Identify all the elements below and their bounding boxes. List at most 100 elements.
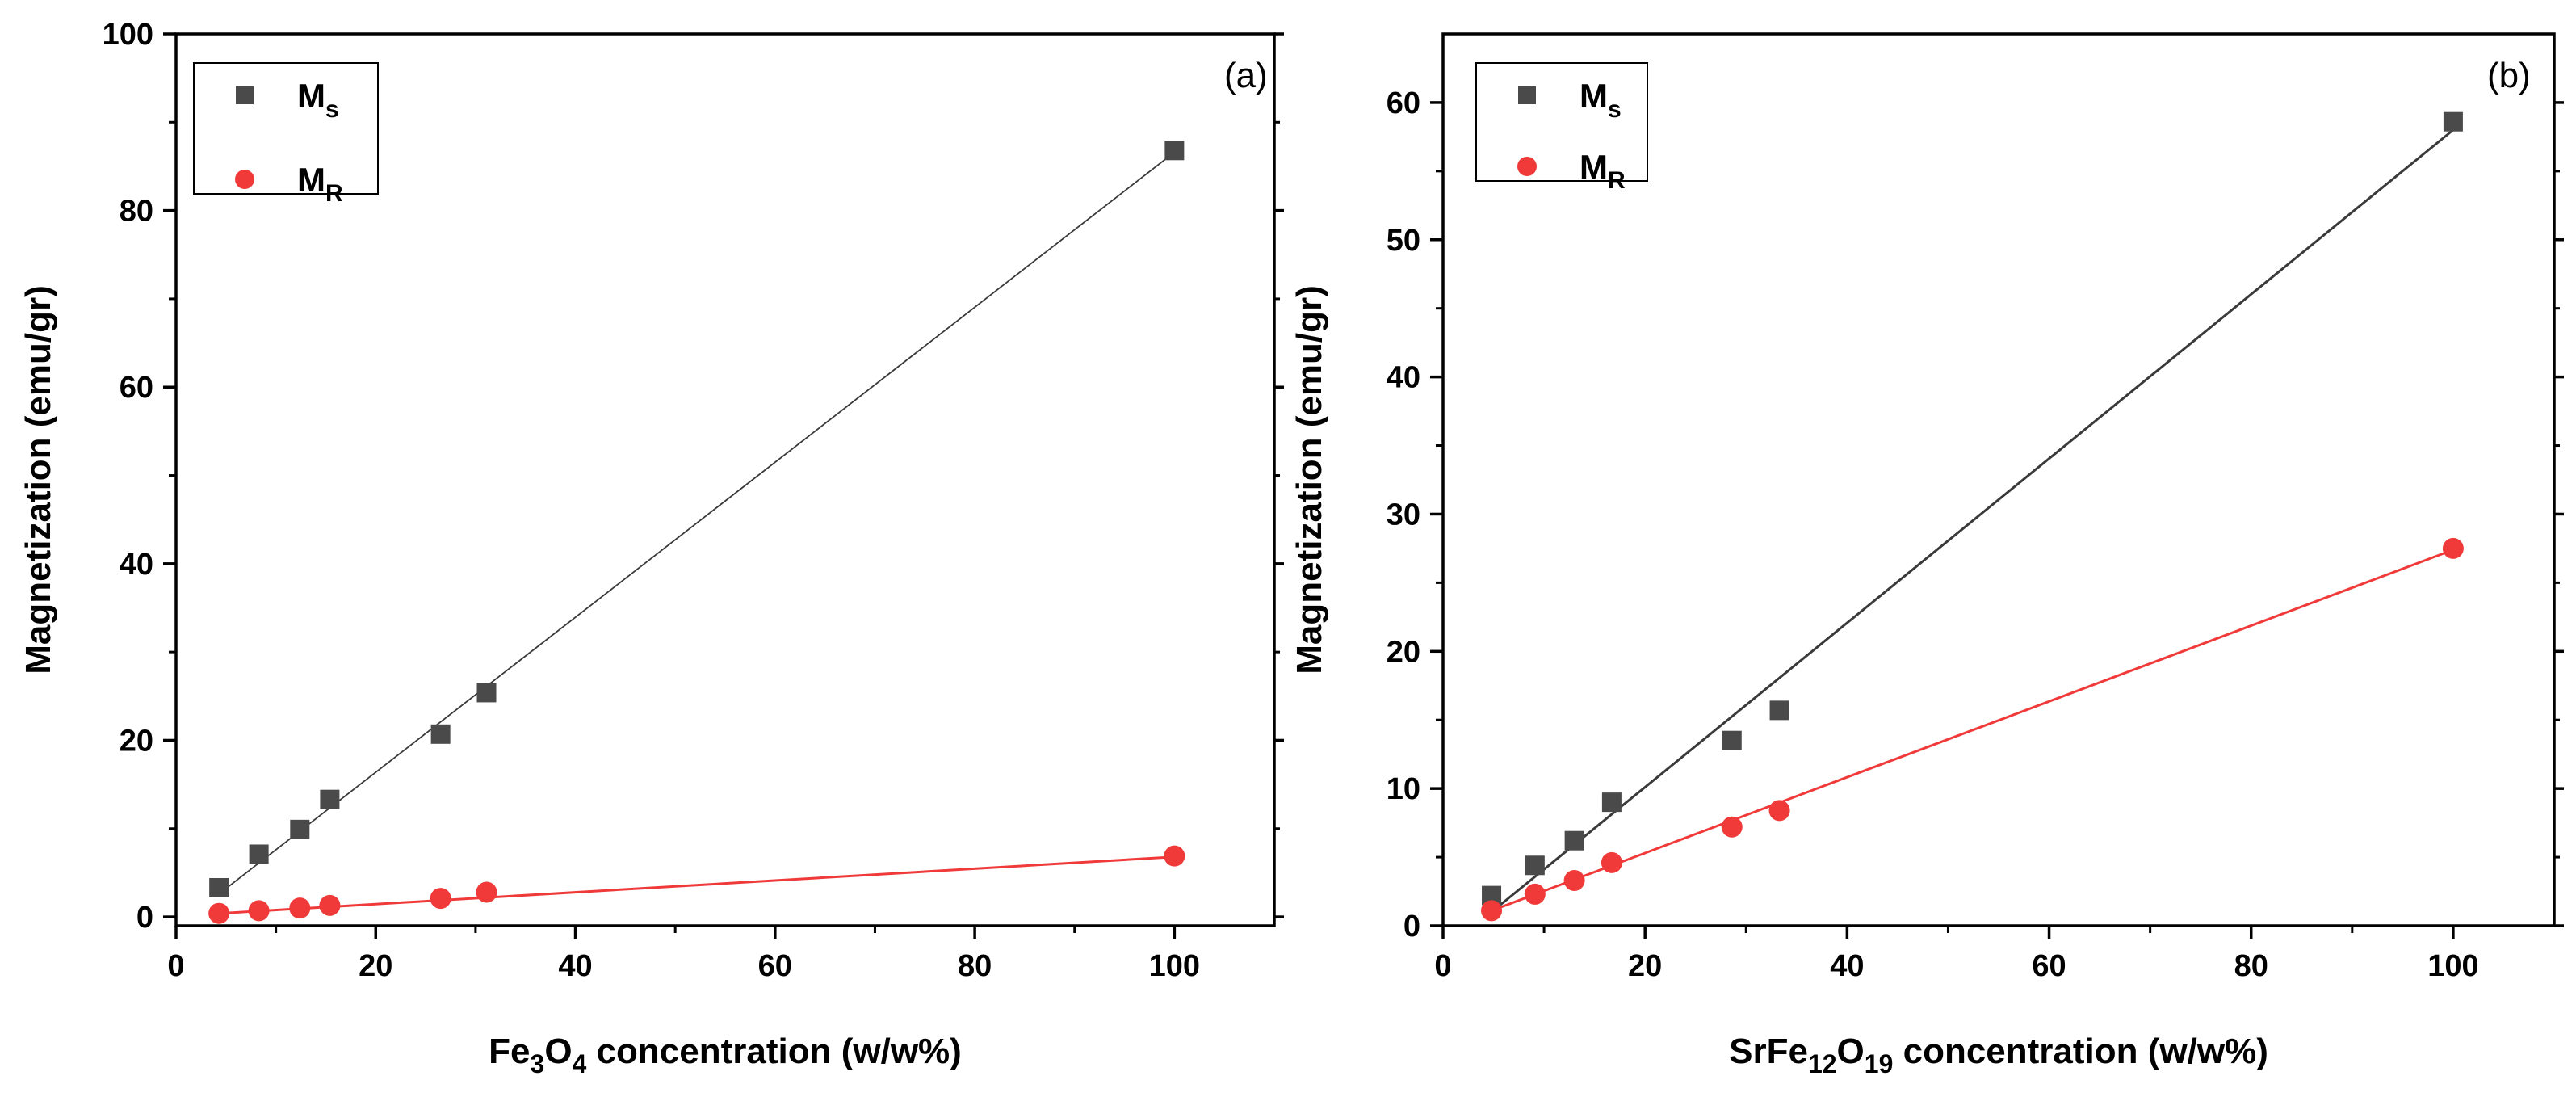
legend-label-mr: MR: [1580, 148, 1626, 194]
legend-label-sub: s: [1608, 96, 1622, 123]
data-point-mr: [1721, 816, 1743, 838]
x-axis-label-prefix: SrFe: [1729, 1032, 1808, 1071]
legend-label-main: M: [1580, 77, 1608, 115]
legend-box: [1475, 62, 1648, 182]
data-point-ms: [290, 819, 310, 839]
data-point-ms: [1525, 855, 1545, 876]
fit-line-mr: [219, 855, 1175, 915]
data-point-mr: [289, 897, 311, 919]
data-point-ms: [1564, 830, 1584, 851]
data-point-mr: [476, 881, 497, 903]
x-tick-label: 20: [359, 949, 392, 983]
plot-frame: [1441, 32, 2556, 927]
x-axis-label-sub2: 19: [1865, 1049, 1894, 1078]
data-point-mr: [248, 900, 270, 922]
legend-marker-ms: [1518, 86, 1536, 104]
series-mr: [208, 845, 1185, 924]
x-tick-label: 100: [1149, 949, 1200, 983]
y-tick-label: 10: [1387, 772, 1420, 806]
legend-label-mr: MR: [297, 161, 343, 207]
data-point-ms: [1164, 141, 1185, 161]
x-axis-label-suffix: concentration (w/w%): [586, 1032, 961, 1071]
x-tick-label: 100: [2427, 949, 2478, 983]
x-tick-label: 20: [1628, 949, 1662, 983]
data-point-ms: [209, 877, 229, 897]
data-point-mr: [1768, 800, 1790, 822]
y-tick-label: 50: [1387, 224, 1420, 258]
x-tick-label: 60: [758, 949, 792, 983]
x-axis-label: Fe3O4 concentration (w/w%): [489, 1032, 962, 1078]
y-tick-label: 100: [103, 18, 153, 52]
y-tick-label: 60: [120, 371, 153, 405]
data-point-mr: [1563, 869, 1585, 891]
legend-label-main: M: [1580, 148, 1608, 186]
data-point-ms: [2443, 111, 2463, 132]
x-tick-label: 40: [1830, 949, 1864, 983]
data-point-mr: [1524, 883, 1546, 905]
series-ms: [209, 141, 1185, 897]
x-axis-label-mid: O: [544, 1032, 572, 1071]
x-tick-label: 80: [958, 949, 992, 983]
y-axis-label: Magnetization (emu/gr): [1290, 285, 1329, 675]
data-point-mr: [1481, 900, 1503, 922]
x-axis-label-sub1: 12: [1808, 1049, 1837, 1078]
x-tick-label: 60: [2032, 949, 2066, 983]
panel-label: (a): [1224, 56, 1268, 95]
legend-label-sub: R: [325, 180, 343, 207]
legend-label-ms: Ms: [1580, 77, 1622, 123]
fit-line-mr: [1491, 548, 2454, 912]
legend-box: [193, 62, 379, 195]
y-tick-label: 20: [120, 724, 153, 758]
legend-marker-mr: [235, 170, 254, 189]
legend-label-sub: s: [325, 96, 339, 123]
y-tick-label: 80: [120, 195, 153, 229]
fit-line-ms: [1491, 128, 2454, 914]
fit-line-ms: [218, 151, 1175, 895]
legend-marker-mr: [1517, 157, 1537, 176]
data-point-mr: [208, 902, 230, 924]
x-tick-label: 80: [2234, 949, 2268, 983]
data-point-ms: [1601, 792, 1622, 813]
x-axis-label: SrFe12O19 concentration (w/w%): [1729, 1032, 2268, 1078]
x-tick-label: 40: [558, 949, 592, 983]
data-point-mr: [2442, 537, 2464, 559]
data-point-ms: [1769, 700, 1789, 721]
x-tick-label: 0: [1434, 949, 1451, 983]
data-point-ms: [249, 844, 269, 864]
y-tick-label: 20: [1387, 635, 1420, 669]
x-axis-label-mid: O: [1837, 1032, 1865, 1071]
legend-label-main: M: [297, 161, 325, 199]
legend-marker-ms: [236, 86, 254, 104]
plot-area: [1481, 111, 2464, 922]
data-point-mr: [1601, 851, 1622, 873]
series-mr: [1481, 537, 2464, 922]
y-tick-label: 40: [120, 548, 153, 582]
data-point-mr: [1164, 845, 1185, 867]
plot-area: [208, 141, 1185, 924]
data-point-ms: [1722, 730, 1742, 750]
plot-frame: [174, 32, 1276, 927]
panel-label: (b): [2487, 56, 2531, 95]
data-point-mr: [319, 894, 341, 916]
y-tick-label: 40: [1387, 361, 1420, 395]
x-axis-label-suffix: concentration (w/w%): [1893, 1032, 2268, 1071]
y-tick-label: 60: [1387, 86, 1420, 120]
x-axis-label-sub2: 4: [573, 1049, 587, 1078]
data-point-ms: [430, 724, 451, 744]
data-point-mr: [430, 888, 451, 910]
y-tick-label: 0: [1403, 910, 1420, 944]
data-point-ms: [476, 683, 497, 703]
legend-label-main: M: [297, 77, 325, 115]
y-tick-label: 30: [1387, 498, 1420, 532]
legend-label-sub: R: [1608, 167, 1626, 194]
data-point-ms: [320, 789, 340, 809]
y-axis-label: Magnetization (emu/gr): [19, 285, 58, 675]
legend-label-ms: Ms: [297, 77, 339, 123]
y-tick-label: 0: [136, 901, 153, 935]
x-tick-label: 0: [167, 949, 184, 983]
